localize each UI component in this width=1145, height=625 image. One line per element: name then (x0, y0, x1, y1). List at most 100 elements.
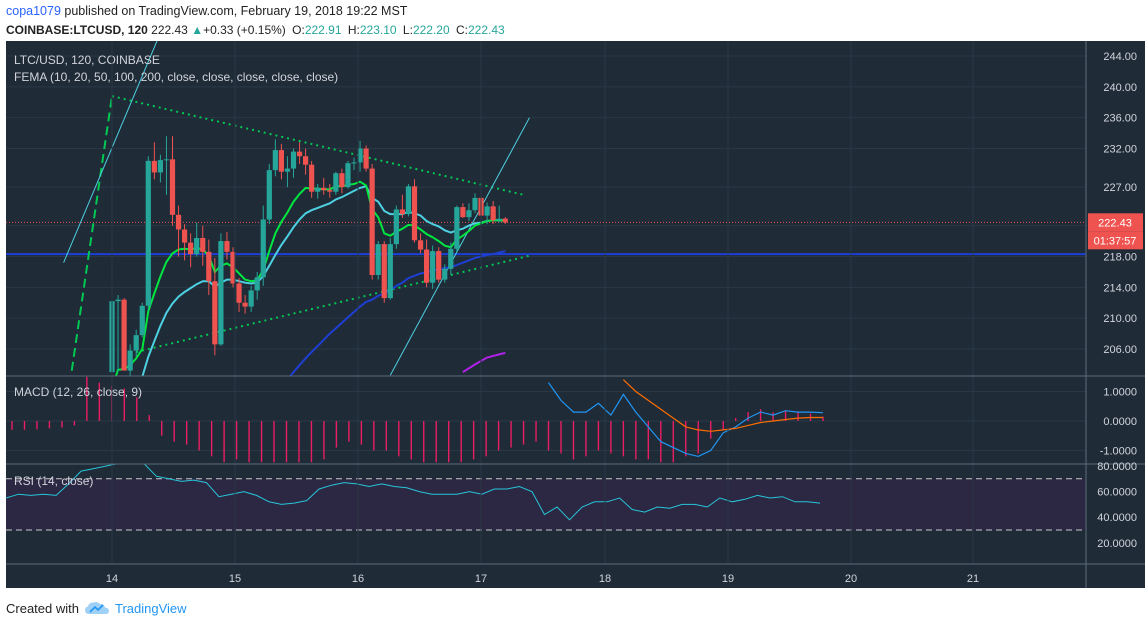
high-value: 223.10 (359, 23, 397, 37)
price-tick-label: 227.00 (1103, 182, 1137, 194)
macd-signal-line (622, 379, 823, 432)
price-tick-label: 218.00 (1103, 251, 1137, 263)
candle-body (387, 244, 393, 299)
main-pane-title: LTC/USD, 120, COINBASE (14, 53, 160, 67)
time-tick-label: 14 (106, 573, 118, 585)
price-tick-label: 210.00 (1103, 313, 1137, 325)
candle-body (272, 150, 278, 171)
candle-body (381, 244, 387, 299)
created-with-text: Created with (6, 600, 79, 616)
ema-20-line (141, 185, 506, 376)
low-label: L: (402, 23, 413, 37)
candle-body (133, 335, 139, 351)
time-tick-label: 17 (475, 573, 487, 585)
candle-body (290, 151, 297, 169)
trendline (111, 95, 524, 196)
macd-pane-bg (6, 376, 1086, 464)
candle-body (121, 299, 127, 371)
rsi-band-fill (6, 478, 1086, 530)
price-tick-label: 236.00 (1103, 113, 1137, 125)
candle-body (454, 207, 460, 249)
price-change: +0.33 (+0.15%) (203, 23, 286, 37)
candle-body (345, 163, 351, 188)
candle-body (157, 160, 163, 173)
macd-label: MACD (12, 26, close, 9) (14, 385, 142, 399)
main-pane-bg (6, 41, 1086, 376)
candle-body (399, 209, 405, 215)
candle-body (236, 283, 242, 303)
trendline (135, 254, 530, 354)
open-label: O: (292, 23, 305, 37)
candle-body (200, 237, 206, 252)
candle-body (224, 241, 230, 252)
candle-body (436, 251, 442, 280)
candle-body (242, 302, 248, 307)
candle-body (212, 281, 218, 345)
candle-body (151, 160, 157, 173)
candle-body (248, 290, 254, 307)
candle-body (502, 218, 508, 223)
last-price-tag: 222.43 (1098, 217, 1132, 229)
candle-body (218, 241, 224, 345)
candle-body (393, 209, 399, 245)
macd-tick-label: 0.0000 (1103, 416, 1137, 428)
trendline (389, 117, 530, 376)
candle-body (296, 151, 303, 157)
candle-body (417, 240, 424, 250)
candle-body (460, 207, 466, 218)
published-text: published on TradingView.com, February 1… (64, 4, 408, 18)
candle-body (424, 249, 430, 283)
footer: Created with TradingView (6, 596, 187, 620)
countdown-tag: 01:37:57 (1094, 235, 1137, 247)
price-tick-label: 244.00 (1103, 51, 1137, 63)
candle-body (357, 148, 363, 163)
last-price-tag-bg (1088, 213, 1143, 232)
candle-body (333, 173, 339, 192)
candle-body (284, 168, 291, 172)
price-tick-label: 240.00 (1103, 82, 1137, 94)
candle-body (448, 248, 454, 269)
candle-body (430, 251, 436, 283)
close-value: 222.43 (467, 23, 505, 37)
price-tick-label: 206.00 (1103, 344, 1137, 356)
candle-body (206, 251, 212, 282)
tradingview-brand-link[interactable]: TradingView (84, 600, 187, 616)
ema-50-line (289, 250, 506, 376)
low-value: 222.20 (412, 23, 450, 37)
macd-tick-label: -1.0000 (1100, 446, 1137, 458)
candle-body (496, 218, 502, 221)
fema-indicator-label: FEMA (10, 20, 50, 100, 200, close, close… (14, 70, 338, 84)
brand-label: TradingView (114, 600, 187, 616)
rsi-label: RSI (14, close) (14, 474, 93, 488)
price-tick-label: 214.00 (1103, 282, 1137, 294)
tradingview-cloud-icon (84, 602, 109, 614)
author-link[interactable]: copa1079 (6, 4, 61, 18)
candle-body (139, 305, 145, 336)
macd-pane: MACD (12, 26, close, 9) (6, 376, 1086, 463)
time-tick-label: 15 (229, 573, 241, 585)
rsi-tick-label: 80.0000 (1097, 461, 1137, 473)
candle-body (442, 268, 448, 280)
candle-body (145, 160, 151, 306)
time-tick-label: 19 (722, 573, 734, 585)
candle-body (260, 219, 266, 278)
candle-body (278, 150, 284, 172)
candle-body (266, 170, 272, 220)
candle-body (321, 187, 327, 191)
candle-body (315, 187, 321, 192)
time-tick-label: 20 (845, 573, 857, 585)
open-value: 222.91 (304, 23, 342, 37)
chart-header: copa1079 published on TradingView.com, F… (6, 2, 1136, 40)
candle-body (351, 162, 357, 164)
candle-body (194, 237, 200, 255)
countdown-tag-bg (1088, 231, 1143, 250)
high-label: H: (347, 23, 360, 37)
candle-body (188, 242, 194, 255)
candle-body (490, 206, 496, 221)
candle-body (115, 299, 121, 302)
candle-body (309, 164, 315, 192)
candle-body (363, 148, 369, 169)
macd-tick-label: 1.0000 (1103, 387, 1137, 399)
price-axis-bg (1086, 41, 1145, 588)
